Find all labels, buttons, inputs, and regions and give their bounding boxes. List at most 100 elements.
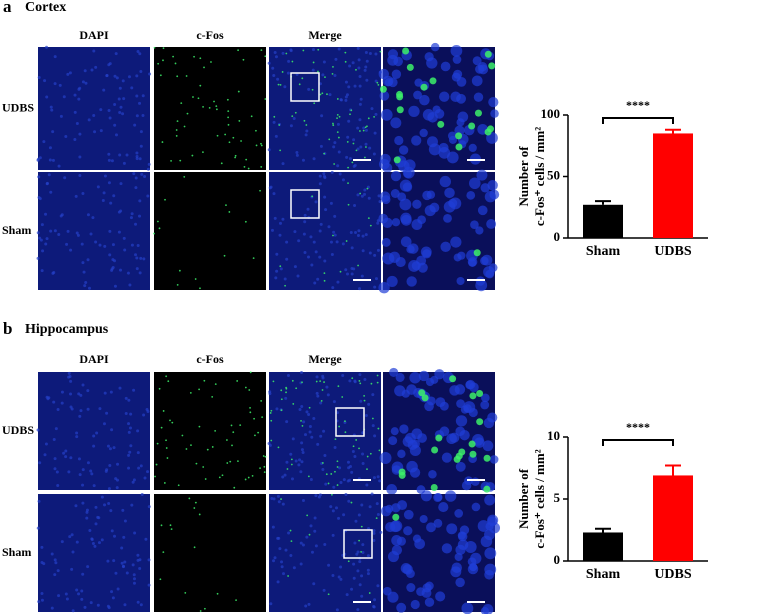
- nucleus: [99, 108, 103, 112]
- significance-label: ****: [626, 420, 650, 434]
- cfos-cell: [211, 446, 214, 448]
- nucleus: [319, 434, 323, 438]
- cfos-cell: [371, 417, 374, 420]
- cfos-cell: [292, 403, 295, 405]
- nucleus: [139, 144, 143, 148]
- nucleus: [301, 158, 305, 162]
- nucleus: [36, 256, 40, 260]
- cfos-cell: [160, 426, 163, 429]
- nucleus: [388, 436, 398, 446]
- nucleus: [360, 574, 364, 578]
- cfos-cell: [370, 382, 373, 385]
- cfos-cell: [251, 474, 254, 477]
- nucleus: [323, 176, 327, 180]
- nucleus: [355, 552, 359, 556]
- nucleus: [111, 243, 115, 247]
- nucleus: [449, 385, 460, 396]
- nucleus: [297, 239, 301, 243]
- nucleus: [489, 189, 500, 200]
- nucleus: [92, 484, 96, 488]
- cfos-cell: [174, 62, 177, 65]
- nucleus: [456, 276, 465, 286]
- cfos-cell: [301, 77, 304, 80]
- cfos-cell: [213, 100, 215, 103]
- error-bar: [665, 464, 681, 476]
- nucleus: [279, 267, 283, 271]
- cfos-cell: [203, 66, 205, 69]
- cfos-cell: [321, 389, 324, 391]
- cfos-cell: [344, 420, 346, 423]
- nucleus: [329, 201, 333, 205]
- nucleus: [356, 46, 360, 50]
- cfos-cell: [214, 429, 217, 432]
- nucleus: [53, 55, 57, 59]
- nucleus: [378, 479, 382, 483]
- cfos-cell: [366, 125, 368, 128]
- nucleus: [138, 558, 142, 562]
- cfos-cell: [175, 129, 178, 131]
- nucleus: [74, 194, 78, 198]
- nucleus: [276, 77, 280, 81]
- nucleus: [307, 87, 311, 91]
- nucleus: [273, 50, 277, 54]
- nucleus: [374, 112, 378, 116]
- cfos-cell: [306, 514, 309, 517]
- nucleus: [335, 240, 339, 244]
- nucleus: [127, 466, 131, 470]
- nucleus: [48, 158, 52, 162]
- nucleus: [71, 550, 75, 554]
- cfos-cell: [488, 62, 496, 70]
- nucleus: [456, 77, 467, 87]
- nucleus: [486, 218, 497, 229]
- cfos-cell: [194, 278, 197, 280]
- nucleus: [347, 119, 351, 123]
- nucleus: [378, 68, 390, 80]
- nucleus: [293, 265, 297, 269]
- micrograph: [154, 371, 267, 490]
- cfos-cell: [301, 424, 304, 427]
- nucleus: [113, 123, 117, 127]
- nucleus: [148, 72, 152, 76]
- nucleus: [484, 529, 495, 541]
- nucleus: [286, 373, 290, 377]
- nucleus: [305, 535, 309, 539]
- cfos-cell: [199, 287, 201, 290]
- nucleus: [138, 157, 142, 161]
- nucleus: [147, 505, 151, 509]
- nucleus: [270, 228, 274, 232]
- nucleus: [135, 157, 139, 161]
- nucleus: [450, 566, 462, 578]
- cfos-cell: [378, 449, 381, 452]
- nucleus: [336, 164, 340, 168]
- cfos-cell: [171, 421, 174, 424]
- nucleus: [64, 592, 68, 596]
- nucleus: [77, 392, 81, 396]
- nucleus: [122, 535, 126, 539]
- cfos-cell: [227, 123, 230, 126]
- nucleus: [60, 390, 64, 394]
- nucleus: [371, 393, 375, 397]
- nucleus: [426, 136, 438, 148]
- nucleus: [81, 80, 85, 84]
- nucleus: [323, 453, 327, 457]
- cfos-cell: [221, 474, 224, 477]
- y-axis-label: Number of: [516, 468, 531, 529]
- nucleus: [77, 457, 81, 461]
- cfos-cell: [194, 501, 197, 504]
- cfos-cell: [351, 377, 354, 380]
- nucleus: [367, 196, 371, 200]
- y-tick-label: 5: [554, 490, 561, 505]
- nucleus: [108, 62, 112, 66]
- nucleus: [277, 500, 281, 504]
- cfos-cell: [216, 592, 219, 595]
- nucleus: [353, 204, 357, 208]
- nucleus: [310, 263, 314, 267]
- nucleus: [366, 572, 370, 576]
- nucleus: [359, 399, 363, 403]
- nucleus: [298, 407, 302, 411]
- nucleus: [147, 558, 151, 562]
- cfos-cell: [214, 383, 217, 386]
- nucleus: [368, 51, 372, 55]
- nucleus: [287, 531, 291, 535]
- cfos-cell: [336, 466, 339, 468]
